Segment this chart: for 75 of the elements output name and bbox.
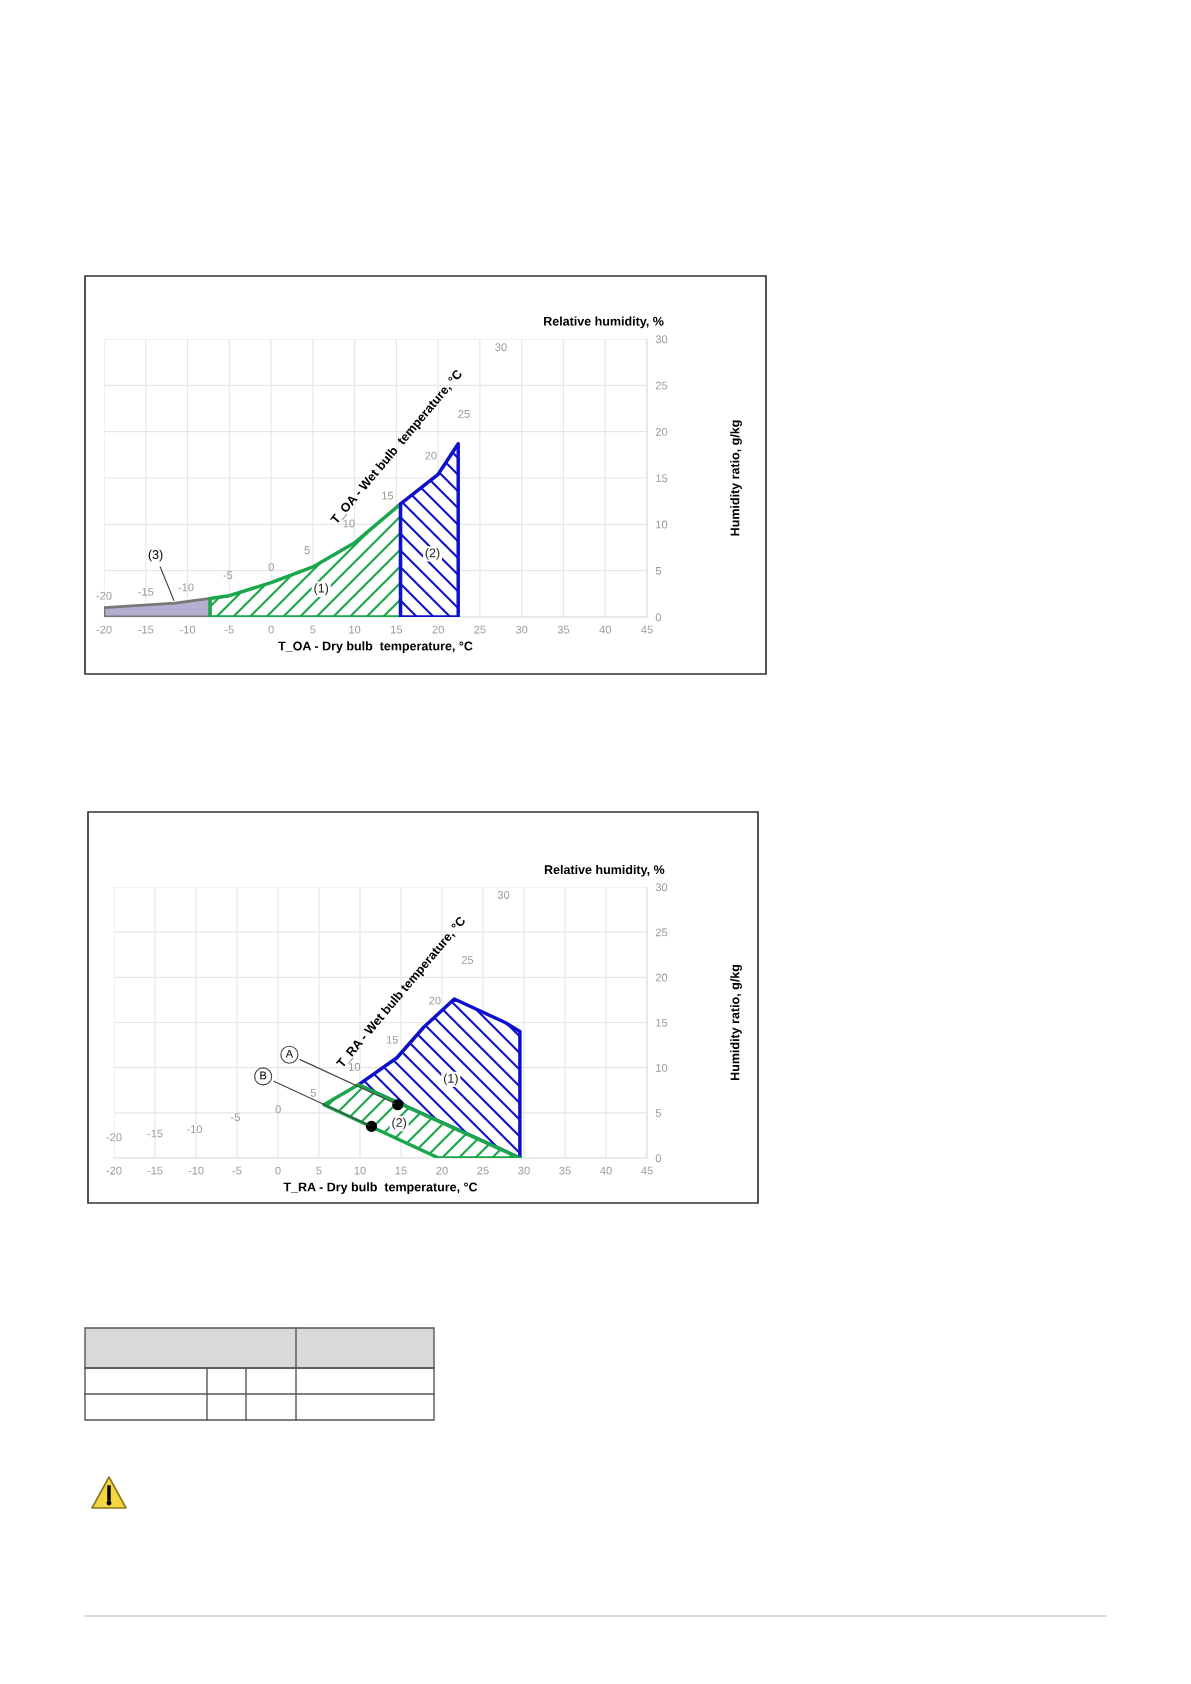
annotation: (1): [443, 1073, 458, 1086]
annotation: -20: [106, 1133, 122, 1142]
data-label: A: [285, 1049, 294, 1058]
y-tick-label: 25: [655, 928, 668, 937]
x-tick-label: 30: [518, 1166, 530, 1175]
y-axis-title: Humidity ratio, g/kg: [730, 965, 742, 1080]
x-tick-label: 10: [349, 625, 361, 634]
annotation: (2): [425, 548, 440, 560]
annotation: -15: [138, 588, 154, 596]
annotation: 0: [268, 562, 274, 571]
annotation: (3): [148, 549, 163, 562]
x-tick-label: 45: [641, 1166, 653, 1175]
x-tick-label: 35: [559, 1166, 571, 1175]
x-tick-label: -10: [180, 625, 196, 634]
annotation: -10: [186, 1125, 203, 1134]
annotation: (1): [314, 583, 329, 596]
y-tick-label: 15: [656, 1018, 668, 1027]
x-tick-label: 40: [600, 1166, 612, 1175]
text: Relative humidity, %: [544, 316, 664, 329]
x-tick-label: 5: [310, 625, 316, 634]
x-tick-label: -20: [96, 625, 112, 634]
y-tick-label: 5: [655, 567, 662, 575]
x-tick-label: 25: [477, 1166, 489, 1175]
y-tick-label: 15: [656, 474, 668, 483]
x-tick-label: 10: [354, 1166, 366, 1175]
x-tick-label: 20: [436, 1166, 448, 1175]
x-tick-label: 40: [599, 625, 611, 634]
x-tick-label: 30: [515, 625, 528, 634]
annotation: -15: [147, 1129, 163, 1138]
y-tick-label: 10: [656, 1063, 668, 1072]
x-tick-label: -10: [188, 1166, 204, 1175]
annotation: -5: [231, 1113, 240, 1122]
y-tick-label: 20: [655, 427, 668, 436]
annotation: (2): [392, 1117, 407, 1130]
x-tick-label: -15: [138, 625, 154, 634]
y-tick-label: 20: [655, 973, 668, 982]
x-tick-label: -5: [224, 625, 234, 634]
annotation: 30: [497, 891, 510, 899]
y-tick-label: 30: [655, 335, 668, 344]
annotation: -20: [96, 591, 112, 600]
data-label: B: [260, 1071, 267, 1080]
annotation: 20: [425, 451, 437, 460]
annotation: 0: [275, 1105, 281, 1114]
y-tick-label: 0: [655, 613, 662, 622]
annotation: 5: [304, 546, 310, 555]
text: Relative humidity, %: [544, 864, 665, 877]
y-tick-label: 30: [655, 883, 668, 892]
x-tick-label: -15: [147, 1166, 163, 1175]
annotation: 25: [461, 956, 474, 964]
y-tick-label: 0: [655, 1154, 662, 1163]
x-tick-label: 0: [275, 1166, 281, 1175]
x-tick-label: 5: [316, 1166, 322, 1175]
x-tick-label: -5: [232, 1166, 242, 1175]
annotation: -5: [223, 571, 233, 580]
x-tick-label: 35: [557, 625, 570, 634]
annotation: 25: [458, 410, 470, 418]
x-tick-label: 25: [474, 625, 486, 634]
annotation: 20: [429, 996, 441, 1005]
x-tick-label: 20: [432, 625, 444, 634]
y-axis-title: Humidity ratio, g/kg: [730, 420, 742, 536]
annotation: -10: [178, 583, 194, 592]
y-tick-label: 25: [655, 381, 668, 390]
y-tick-label: 10: [656, 520, 668, 529]
y-tick-label: 5: [655, 1109, 662, 1117]
x-axis-title: T_RA - Dry bulb temperature, °C: [283, 1182, 478, 1194]
annotation: 15: [386, 1035, 398, 1044]
x-tick-label: 15: [395, 1166, 407, 1175]
annotation: 30: [495, 343, 507, 352]
x-tick-label: -20: [106, 1166, 122, 1175]
x-axis-title: T_OA - Dry bulb temperature, °C: [278, 641, 473, 653]
annotation: 15: [382, 491, 394, 500]
x-tick-label: 15: [391, 625, 403, 634]
x-tick-label: 0: [268, 625, 274, 634]
annotation: 5: [310, 1089, 316, 1097]
x-tick-label: 45: [641, 625, 653, 634]
